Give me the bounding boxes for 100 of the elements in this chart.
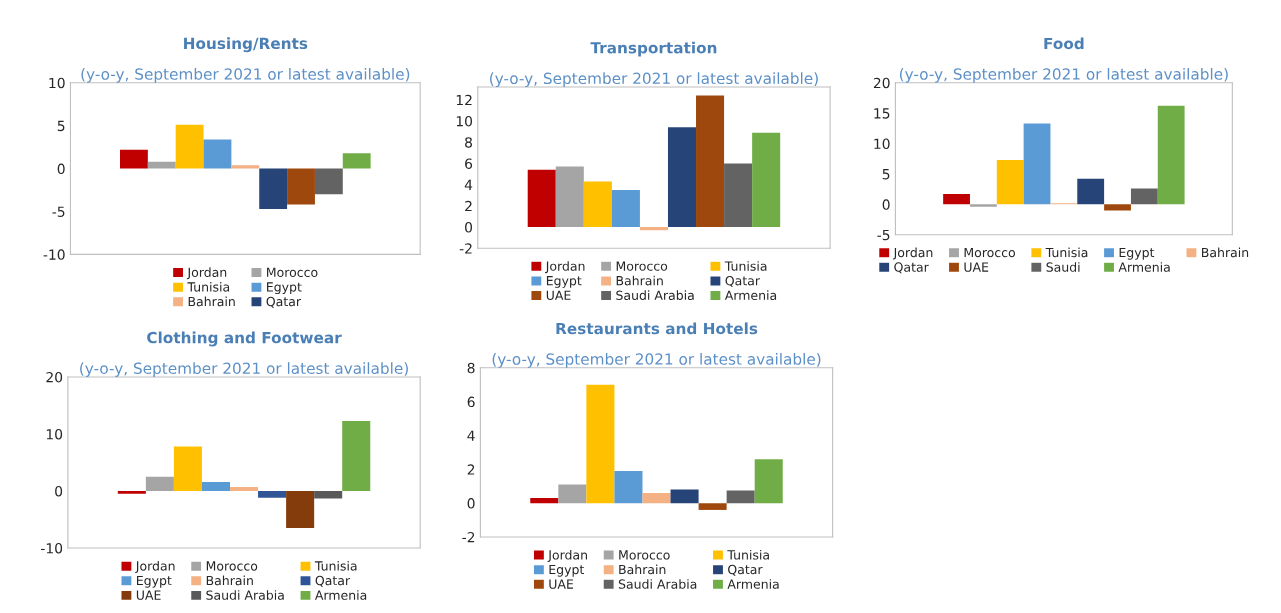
bar	[943, 194, 970, 205]
bar	[314, 491, 343, 499]
y-tick-label: 0	[882, 199, 890, 210]
bar	[527, 169, 556, 228]
legend-label: Jordan	[545, 261, 585, 274]
legend-label: Morocco	[616, 261, 668, 271]
bar	[639, 227, 668, 231]
legend-label: Tunisia	[314, 560, 357, 571]
y-tick-label: 10	[46, 428, 63, 440]
legend-label: Qatar	[266, 296, 302, 308]
chart-subtitle: (y-o-y, September 2021 or latest available)	[80, 362, 408, 377]
bar	[230, 487, 259, 492]
bar	[314, 168, 343, 195]
bar	[117, 491, 146, 494]
legend-label: Tunisia	[724, 261, 767, 271]
bar	[752, 132, 781, 228]
legend-label: Morocco	[964, 247, 1016, 258]
legend-label: Saudi Arabia	[618, 579, 697, 589]
y-tick-label: 0	[57, 163, 65, 175]
chart-title: Housing/Rents	[184, 37, 308, 53]
bar	[583, 181, 612, 228]
bar	[1104, 204, 1131, 211]
legend-label: Egypt	[546, 276, 582, 288]
legend-label: Tunisia	[1045, 247, 1088, 258]
y-tick-label: -5	[52, 206, 65, 217]
bar	[287, 168, 315, 205]
y-tick-label: 12	[456, 94, 472, 106]
bar	[1077, 178, 1105, 205]
legend-label: Armenia	[314, 590, 367, 600]
legend-label: Jordan	[186, 267, 227, 280]
bar	[996, 159, 1024, 205]
legend-label: Qatar	[725, 275, 760, 287]
y-tick-label: 2	[467, 464, 475, 475]
y-tick-label: 5	[57, 120, 65, 132]
legend-label: Egypt	[549, 564, 585, 577]
legend-label: Saudi Arabia	[206, 590, 284, 600]
bar	[555, 166, 584, 228]
legend-label: Jordan	[547, 549, 587, 562]
legend-label: Saudi Arabia	[616, 290, 694, 300]
legend-label: UAE	[964, 262, 989, 272]
legend-label: Bahrain	[616, 275, 663, 286]
bar	[231, 165, 260, 169]
chart-title: Transportation	[590, 41, 717, 57]
chart-title: Food	[1044, 37, 1084, 50]
bar	[201, 481, 230, 492]
y-tick-label: 20	[46, 371, 63, 383]
legend-label: Jordan	[135, 560, 175, 573]
bar	[698, 503, 727, 510]
bar	[726, 490, 755, 504]
chart-title: Restaurants and Hotels	[556, 322, 758, 335]
legend-label: Qatar	[315, 575, 351, 587]
y-tick-label: -2	[459, 243, 472, 254]
legend-label: Qatar	[894, 262, 929, 274]
y-tick-label: 0	[467, 498, 475, 509]
legend-label: Morocco	[206, 561, 258, 571]
legend-label: Jordan	[892, 247, 933, 260]
legend-label: Morocco	[267, 267, 318, 278]
y-tick-label: 6	[465, 158, 473, 169]
bar	[586, 384, 615, 504]
bar	[1130, 188, 1158, 205]
chart-subtitle: (y-o-y, September 2021 or latest available)	[899, 67, 1228, 83]
legend-label: UAE	[549, 579, 574, 589]
bar	[259, 168, 288, 209]
bar	[530, 498, 559, 504]
bar	[614, 471, 643, 504]
y-tick-label: 0	[55, 485, 63, 497]
y-tick-label: 10	[874, 138, 890, 150]
legend-label: Saudi	[1046, 262, 1080, 272]
legend-label: Tunisia	[187, 281, 230, 292]
bar	[611, 189, 640, 228]
y-tick-label: 10	[456, 115, 473, 127]
bar	[1157, 105, 1185, 205]
y-tick-label: -2	[462, 531, 475, 543]
bar	[696, 95, 725, 228]
bar	[120, 149, 148, 169]
chart-subtitle: (y-o-y, September 2021 or latest available)	[81, 67, 410, 83]
bar	[724, 163, 753, 228]
legend-label: Qatar	[728, 564, 763, 576]
legend-label: Armenia	[724, 290, 777, 300]
legend-label: UAE	[136, 590, 161, 600]
legend-label: Bahrain	[188, 296, 235, 307]
y-tick-label: 10	[49, 77, 65, 89]
y-tick-label: 20	[873, 77, 890, 89]
bar	[667, 127, 697, 228]
y-tick-label: 5	[882, 169, 890, 180]
bar	[173, 446, 202, 492]
legend-label: Bahrain	[619, 564, 666, 575]
y-tick-label: 15	[874, 108, 890, 119]
bar	[147, 161, 176, 169]
y-tick-label: 8	[467, 362, 475, 374]
legend-label: Bahrain	[1202, 247, 1249, 258]
bar	[145, 476, 174, 492]
chart-subtitle: (y-o-y, September 2021 or latest available)	[490, 72, 818, 88]
bar	[969, 204, 997, 207]
bar	[1023, 123, 1051, 205]
legend-label: Egypt	[137, 575, 172, 588]
bar	[670, 489, 699, 504]
y-tick-label: 2	[465, 200, 472, 212]
y-tick-label: 6	[467, 396, 475, 408]
y-tick-label: -10	[43, 249, 65, 260]
